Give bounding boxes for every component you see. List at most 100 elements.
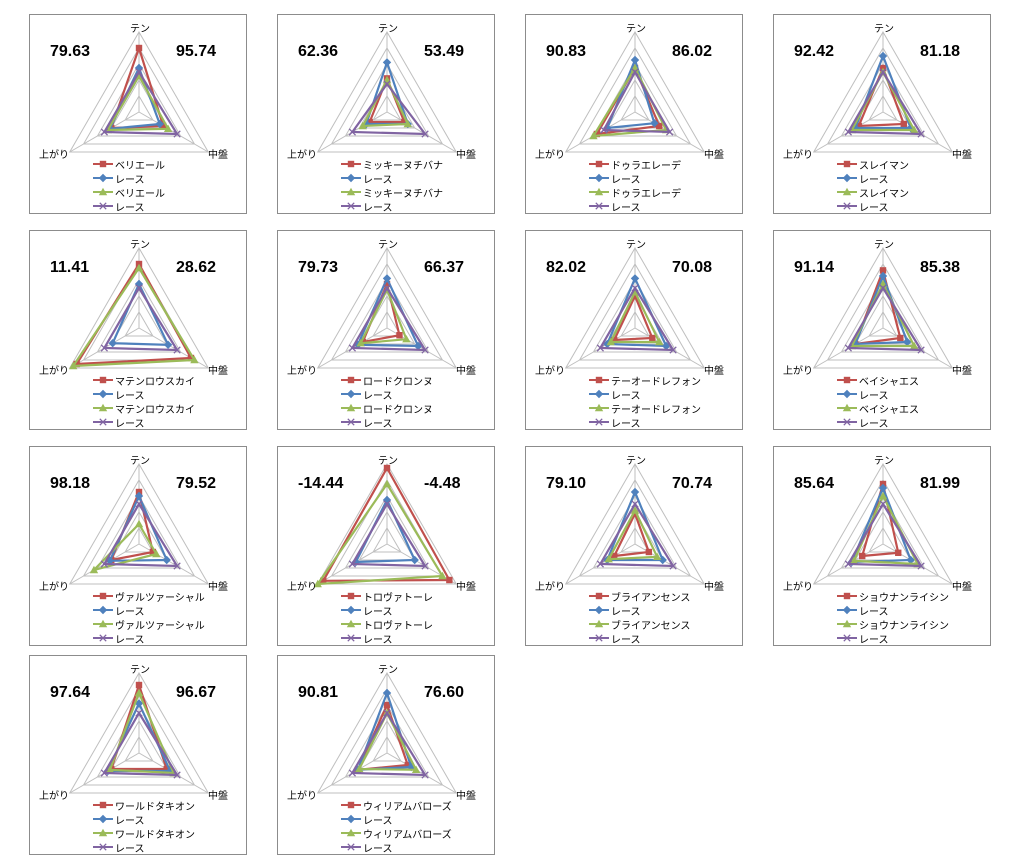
legend: ドゥラエレーデ レース ドゥラエレーデ レース bbox=[588, 157, 681, 214]
axis-label: 中盤 bbox=[704, 582, 724, 593]
data-point bbox=[382, 688, 392, 698]
series-line bbox=[350, 501, 428, 568]
legend-swatch bbox=[341, 202, 361, 210]
legend-item: レース bbox=[340, 199, 443, 214]
legend-marker bbox=[842, 389, 852, 399]
legend-swatch bbox=[589, 619, 609, 628]
axis-label: テン bbox=[874, 456, 894, 467]
radar-chart-panel: 62.36 53.49 テン 中盤 上がり ミッキーヌチバナ レース ミッキーヌチバナ レース bbox=[277, 14, 495, 214]
data-point bbox=[135, 284, 143, 292]
legend-item: レース bbox=[340, 812, 452, 827]
legend-marker bbox=[594, 619, 604, 628]
legend-label: レース bbox=[859, 634, 889, 646]
gridline bbox=[82, 47, 196, 145]
data-point bbox=[383, 709, 391, 717]
legend-marker bbox=[347, 801, 355, 809]
legend-swatch bbox=[93, 814, 113, 824]
gridline bbox=[592, 278, 678, 353]
legend-swatch bbox=[93, 592, 113, 600]
series-line bbox=[598, 285, 676, 352]
legend-marker bbox=[843, 634, 851, 642]
radar-chart bbox=[316, 671, 458, 794]
legend-marker bbox=[595, 202, 603, 210]
data-point bbox=[165, 766, 175, 776]
data-point bbox=[348, 128, 357, 136]
data-point bbox=[669, 346, 677, 354]
legend-marker bbox=[98, 403, 108, 412]
axis-label: テン bbox=[626, 456, 646, 467]
data-point bbox=[407, 762, 416, 772]
axis-label: 上がり bbox=[287, 150, 317, 161]
radar-chart bbox=[68, 246, 210, 370]
gridline bbox=[840, 278, 926, 353]
data-point bbox=[596, 344, 605, 352]
legend-marker bbox=[843, 160, 851, 168]
data-point bbox=[909, 341, 919, 350]
right-score: 70.74 bbox=[672, 475, 713, 492]
left-score: 97.64 bbox=[50, 684, 91, 701]
legend-item: ロードクロンヌ bbox=[340, 401, 433, 416]
data-point bbox=[348, 344, 357, 352]
series-4 bbox=[844, 500, 925, 570]
data-point bbox=[382, 479, 392, 488]
axis-label: 中盤 bbox=[456, 582, 476, 593]
legend-marker bbox=[595, 418, 603, 426]
legend-item: レース bbox=[588, 171, 681, 186]
axis-label: 中盤 bbox=[208, 366, 228, 377]
data-point bbox=[630, 506, 640, 514]
series-line bbox=[360, 77, 410, 128]
axis-label: 中盤 bbox=[704, 150, 724, 161]
axis-label: テン bbox=[378, 456, 398, 467]
gridline bbox=[316, 671, 458, 794]
legend-label: スレイマン bbox=[859, 160, 909, 172]
gridline bbox=[868, 527, 898, 553]
axis-label: 上がり bbox=[783, 366, 813, 377]
legend-swatch bbox=[589, 202, 609, 210]
data-point bbox=[917, 562, 925, 570]
left-score: -14.44 bbox=[298, 475, 344, 492]
legend-marker bbox=[98, 389, 108, 399]
legend-marker bbox=[346, 187, 356, 196]
legend-swatch bbox=[341, 814, 361, 824]
series-line bbox=[111, 281, 170, 346]
legend-item: ベイシャエス bbox=[836, 401, 919, 416]
legend-swatch bbox=[93, 403, 113, 412]
axis-label: テン bbox=[130, 456, 150, 467]
series-line bbox=[315, 481, 445, 586]
legend-marker bbox=[346, 814, 356, 824]
legend-swatch bbox=[93, 202, 113, 210]
data-point bbox=[383, 280, 391, 288]
radar-chart-panel: 79.73 66.37 テン 中盤 上がり ロードクロンヌ レース ロードクロンヌ レース bbox=[277, 230, 495, 430]
data-point bbox=[320, 577, 327, 584]
data-point bbox=[348, 560, 357, 568]
left-score: 98.18 bbox=[50, 475, 91, 492]
legend-label: レース bbox=[611, 634, 641, 646]
right-score: 81.18 bbox=[920, 43, 961, 60]
legend-label: レース bbox=[363, 843, 393, 855]
series-line bbox=[102, 285, 180, 352]
gridline bbox=[124, 527, 154, 553]
data-point bbox=[665, 128, 674, 136]
gridline bbox=[564, 30, 706, 153]
data-point bbox=[849, 556, 859, 564]
series-4 bbox=[100, 500, 181, 570]
legend-label: レース bbox=[859, 390, 889, 402]
radar-chart bbox=[316, 30, 458, 153]
legend: ヴァルツァーシャル レース ヴァルツァーシャル レース bbox=[92, 589, 205, 646]
data-point bbox=[600, 126, 608, 134]
series-line bbox=[102, 501, 180, 568]
gridline bbox=[812, 30, 954, 153]
gridline bbox=[826, 263, 940, 361]
legend-swatch bbox=[837, 605, 857, 615]
legend-swatch bbox=[589, 160, 609, 168]
gridline bbox=[344, 62, 430, 137]
axis-label: 上がり bbox=[39, 366, 69, 377]
legend-swatch bbox=[341, 173, 361, 183]
axis-spoke bbox=[634, 543, 705, 585]
data-point bbox=[656, 122, 663, 130]
legend-label: レース bbox=[115, 634, 145, 646]
legend-label: ベイシャエス bbox=[859, 404, 919, 416]
axis-label: 中盤 bbox=[456, 791, 476, 802]
legend-label: レース bbox=[115, 390, 145, 402]
legend-marker bbox=[594, 173, 604, 183]
